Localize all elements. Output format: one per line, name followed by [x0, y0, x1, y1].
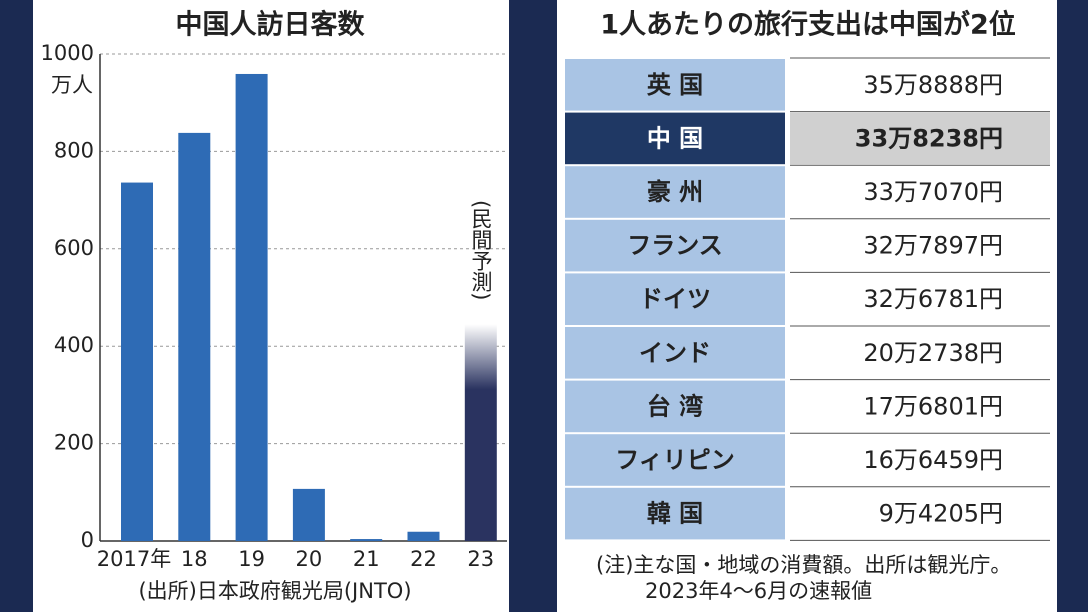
note: 2023年4～6月の速報値 [645, 579, 872, 603]
chart-panel [33, 0, 509, 612]
note: (注)主な国・地域の消費額。出所は観光庁。 [596, 553, 1011, 577]
country: フランス [627, 232, 723, 260]
row-value-cell [790, 166, 1050, 218]
y-tick-label: 400 [54, 333, 94, 357]
bar [292, 488, 325, 541]
row-header-cell [565, 273, 785, 325]
bar [464, 324, 497, 541]
row-value-cell [790, 434, 1050, 486]
country: 英 国 [647, 71, 703, 99]
x-tick-label: 18 [181, 547, 208, 571]
row-header-cell [565, 59, 785, 111]
table-title: 1人あたりの旅行支出は中国が2位 [600, 9, 1016, 41]
spending: 33万8238円 [855, 124, 1003, 152]
bar [178, 132, 211, 542]
y-tick-label: 1000 [41, 41, 94, 65]
spending: 33万7070円 [863, 178, 1003, 206]
bar [235, 73, 268, 541]
spending: 32万6781円 [863, 285, 1003, 313]
row-header-cell [565, 112, 785, 165]
x-tick-label: 19 [238, 547, 265, 571]
row-header-cell [565, 434, 785, 486]
country: 豪 州 [647, 178, 703, 206]
x-tick-label: 2017年 [97, 547, 171, 571]
spending: 35万8888円 [863, 71, 1003, 99]
bar [121, 182, 153, 541]
row-header-cell [565, 219, 785, 272]
row-value-cell [790, 487, 1050, 540]
y-tick-label: 200 [54, 431, 94, 455]
y-tick-label: 600 [54, 236, 94, 260]
x-tick-label: 23 [467, 547, 494, 571]
country: ドイツ [639, 285, 711, 313]
spending: 32万7897円 [863, 232, 1003, 260]
country: 中 国 [647, 124, 703, 152]
row-header-cell [565, 327, 785, 379]
row-header-cell [565, 380, 785, 433]
y-tick-label: 0 [81, 528, 94, 552]
x-tick-label: 20 [296, 547, 323, 571]
row-value-cell [790, 219, 1050, 272]
x-tick-label: 21 [353, 547, 380, 571]
row-value-cell [790, 380, 1050, 433]
row-value-cell [790, 59, 1050, 111]
spending: 16万6459円 [863, 446, 1003, 474]
annotation: (民間予測) [469, 200, 493, 300]
country: フィリピン [615, 446, 735, 474]
x-tick-label: 22 [410, 547, 437, 571]
country: 韓 国 [647, 500, 703, 528]
country: インド [639, 339, 711, 367]
y-tick-label: 800 [54, 138, 94, 162]
spending: 9万4205円 [879, 500, 1003, 528]
bar [407, 531, 440, 541]
country: 台 湾 [647, 392, 703, 420]
source: (出所)日本政府観光局(JNTO) [138, 579, 411, 603]
spending: 17万6801円 [863, 392, 1003, 420]
chart-title: 中国人訪日客数 [176, 9, 366, 41]
row-header-cell [565, 487, 785, 540]
bar [350, 539, 383, 541]
spending: 20万2738円 [863, 339, 1003, 367]
row-value-cell [790, 327, 1050, 379]
y-axis-label: 万人 [51, 73, 93, 97]
row-value-cell [790, 273, 1050, 325]
row-header-cell [565, 166, 785, 218]
row-value-cell [790, 112, 1050, 165]
